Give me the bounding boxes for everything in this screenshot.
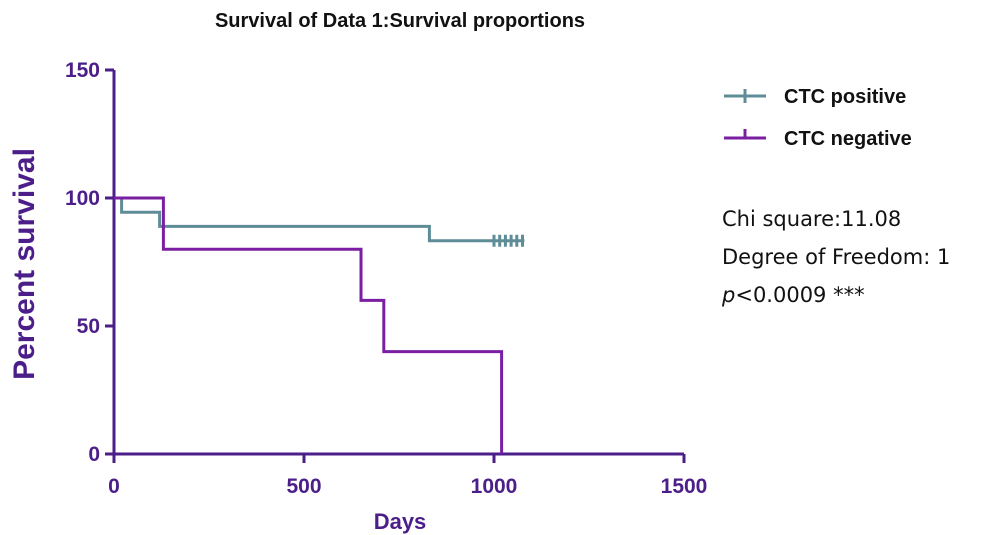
legend-label: CTC negative (784, 128, 912, 150)
legend: CTC positive CTC negative (724, 86, 912, 150)
chi-square-text: Chi square:11.08 (722, 207, 902, 231)
degree-of-freedom-text: Degree of Freedom: 1 (722, 245, 951, 269)
x-tick-label: 500 (286, 475, 321, 498)
y-tick-label: 0 (88, 443, 100, 466)
stats-block: Chi square:11.08 Degree of Freedom: 1 p<… (722, 200, 950, 314)
p-value-text: p<0.0009 *** (722, 276, 950, 314)
x-tick-label: 0 (108, 475, 120, 498)
y-tick-label: 150 (65, 59, 100, 82)
x-tick-label: 1000 (471, 475, 518, 498)
series-line-1 (114, 196, 525, 243)
legend-entry-1: CTC positive (724, 86, 906, 108)
legend-label: CTC positive (784, 86, 906, 108)
x-axis-title: Days (374, 509, 427, 534)
p-value: <0.0009 *** (735, 283, 865, 307)
y-tick-label: 50 (77, 315, 100, 338)
legend-entry-2: CTC negative (724, 128, 912, 150)
y-tick-label: 100 (65, 187, 100, 210)
x-tick-label: 1500 (661, 475, 708, 498)
series-layer (114, 196, 525, 454)
y-axis-title: Percent survival (8, 148, 41, 380)
chart-title: Survival of Data 1:Survival proportions (215, 10, 585, 32)
series-line-2 (114, 196, 504, 454)
p-symbol: p (722, 283, 736, 307)
